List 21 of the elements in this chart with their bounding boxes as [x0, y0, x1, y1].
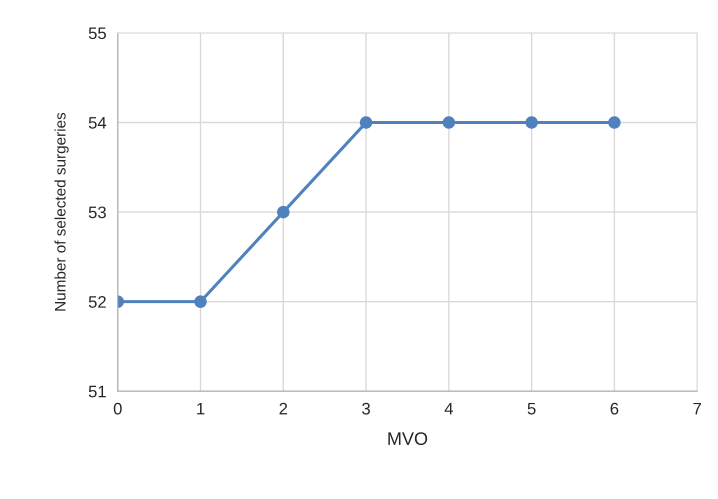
x-axis-title: MVO — [388, 432, 428, 446]
x-tick-label: 5 — [528, 402, 536, 415]
y-tick-label: 54 — [88, 117, 106, 129]
point — [442, 116, 456, 129]
point — [194, 295, 207, 308]
y-tick-label: 52 — [88, 296, 106, 308]
x-tick-label: 4 — [444, 402, 453, 414]
x-tick-label: 1 — [197, 402, 204, 414]
y-tick-label: 55 — [88, 28, 106, 40]
x-tick-label: 0 — [114, 402, 122, 415]
point — [277, 206, 290, 218]
x-tick-label: 2 — [280, 402, 288, 414]
x-tick-label: 3 — [362, 402, 370, 415]
y-tick-label: 51 — [88, 386, 106, 398]
x-tick-label: 6 — [610, 402, 618, 415]
point — [525, 116, 538, 129]
point — [608, 116, 621, 129]
y-axis-title: Number of selected surgeries — [54, 112, 69, 311]
y-tick-label: 53 — [88, 206, 106, 218]
x-tick-label: 7 — [693, 402, 701, 414]
point — [360, 116, 372, 129]
